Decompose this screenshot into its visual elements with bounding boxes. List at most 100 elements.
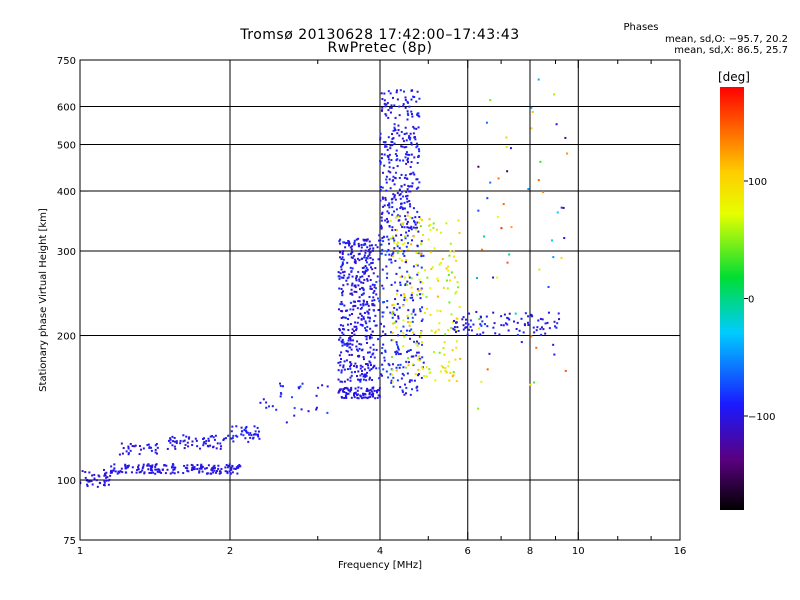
scatter-point [420,288,423,291]
scatter-point [416,344,419,347]
scatter-point [402,345,405,348]
scatter-point [248,433,251,436]
scatter-point [141,469,144,472]
scatter-point [338,327,341,330]
scatter-point [409,190,412,193]
scatter-point [382,311,385,314]
scatter-point [393,239,396,242]
scatter-point [417,373,420,376]
scatter-point [231,425,234,428]
scatter-point [506,316,509,319]
scatter-point [371,330,374,333]
scatter-point [350,292,353,295]
scatter-point [381,363,384,366]
scatter-point [400,202,403,205]
scatter-point [553,320,556,323]
scatter-point [375,367,378,370]
scatter-point [537,179,540,182]
scatter-point [404,383,407,386]
scatter-point [393,104,396,107]
scatter-point [104,474,107,477]
scatter-point [356,321,359,324]
scatter-point [379,199,382,202]
scatter-point [358,280,361,283]
scatter-point [398,114,401,117]
scatter-point [354,370,357,373]
scatter-point [345,359,348,362]
scatter-point [191,466,194,469]
scatter-point [222,439,225,442]
scatter-point [363,278,366,281]
scatter-point [385,265,388,268]
scatter-point [539,317,542,320]
scatter-point [355,290,358,293]
scatter-point [148,471,151,474]
scatter-point [257,435,260,438]
scatter-point [417,154,420,157]
scatter-point [103,474,106,477]
scatter-point [410,312,413,315]
scatter-point [399,193,402,196]
scatter-point [351,256,354,259]
scatter-point [387,136,390,139]
scatter-point [400,239,403,242]
scatter-point [343,316,346,319]
scatter-point [342,241,345,244]
scatter-point [386,217,389,220]
scatter-point [394,228,397,231]
scatter-point [406,283,409,286]
scatter-point [410,294,413,297]
scatter-point [346,378,349,381]
scatter-point [497,177,500,180]
scatter-point [399,386,402,389]
scatter-point [415,142,418,145]
scatter-point [385,178,388,181]
scatter-point [351,282,354,285]
scatter-point [385,145,388,148]
scatter-point [457,329,460,332]
scatter-point [138,444,141,447]
scatter-point [493,322,496,325]
scatter-point [340,358,343,361]
scatter-point [547,311,550,314]
scatter-point [342,276,345,279]
scatter-point [341,261,344,264]
scatter-point [341,264,344,267]
scatter-point [406,270,409,273]
scatter-point [422,254,425,257]
scatter-point [479,323,482,326]
scatter-point [420,242,423,245]
scatter-point [409,337,412,340]
scatter-point [359,303,362,306]
scatter-point [452,374,455,377]
x-tick-label: 10 [572,546,585,557]
scatter-point [400,222,403,225]
scatter-point [150,466,153,469]
scatter-point [392,251,395,254]
scatter-point [362,396,365,399]
scatter-point [354,284,357,287]
scatter-point [404,126,407,129]
scatter-point [395,343,398,346]
scatter-point [326,385,329,388]
scatter-point [353,392,356,395]
scatter-point [391,213,394,216]
scatter-point [477,327,480,330]
scatter-point [405,392,408,395]
scatter-point [445,267,448,270]
scatter-point [406,220,409,223]
y-tick-label: 300 [57,247,76,258]
scatter-point [412,125,415,128]
scatter-point [202,444,205,447]
scatter-point [342,364,345,367]
scatter-point [433,247,436,250]
scatter-point [349,246,352,249]
scatter-point [466,333,469,336]
scatter-point [409,349,412,352]
scatter-point [560,206,563,209]
scatter-point [414,223,417,226]
scatter-point [105,479,108,482]
scatter-point [406,372,409,375]
scatter-point [419,218,422,221]
